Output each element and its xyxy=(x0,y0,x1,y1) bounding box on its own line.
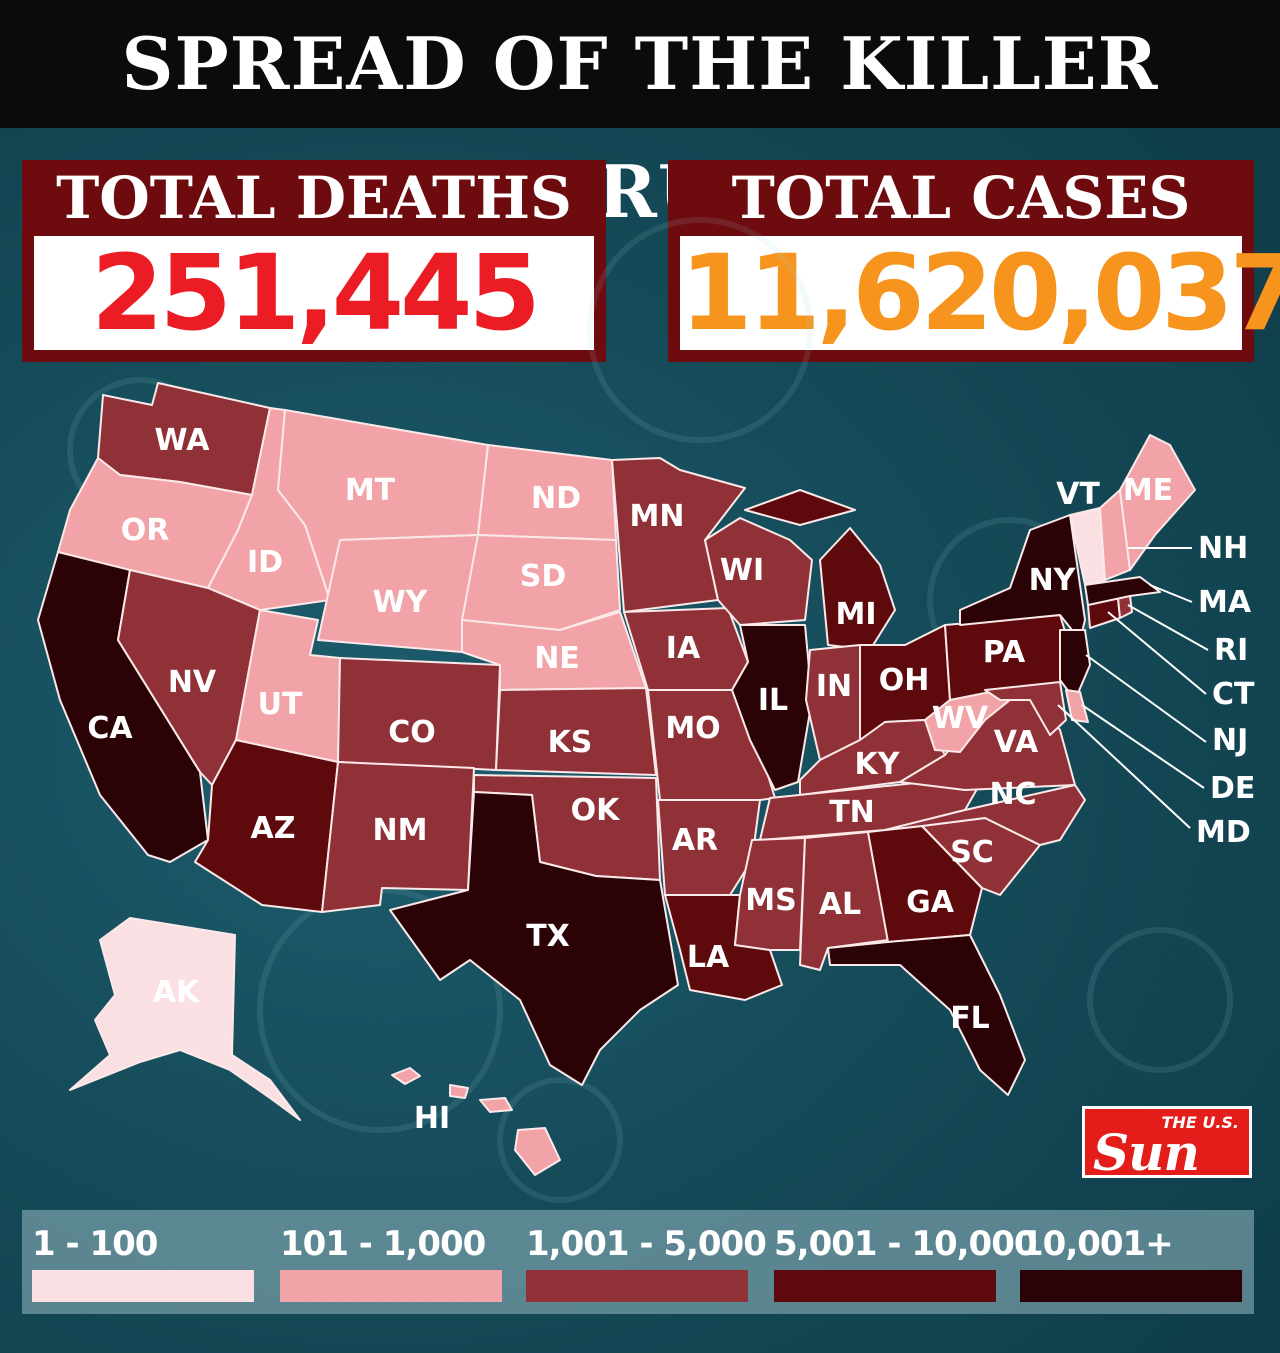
state-co xyxy=(337,657,501,771)
state-nj xyxy=(1059,629,1091,701)
label-or: OR xyxy=(121,513,170,548)
state-mi xyxy=(744,489,896,651)
label-ms: MS xyxy=(745,883,796,918)
legend-swatch-2 xyxy=(280,1270,502,1302)
label-oh: OH xyxy=(879,663,930,698)
state-tx xyxy=(389,791,679,1086)
label-ma: MA xyxy=(1198,585,1252,620)
callout-lines xyxy=(1057,547,1209,829)
total-cases-value: 11,620,037 xyxy=(680,232,1280,354)
label-md: MD xyxy=(1196,815,1251,850)
state-ny xyxy=(959,514,1086,641)
label-ok: OK xyxy=(571,793,622,828)
legend-label-5: 10,001+ xyxy=(1020,1224,1174,1264)
legend-label-3: 1,001 - 5,000 xyxy=(526,1224,767,1264)
label-ak: AK xyxy=(153,975,201,1010)
label-vt: VT xyxy=(1056,477,1100,512)
state-ar xyxy=(657,799,761,896)
label-ca: CA xyxy=(87,711,133,746)
label-ar: AR xyxy=(672,823,718,858)
label-ut: UT xyxy=(258,687,303,722)
legend-label-1: 1 - 100 xyxy=(32,1224,158,1264)
legend-swatch-4 xyxy=(774,1270,996,1302)
legend-item-4: 5,001 - 10,000 xyxy=(764,1210,1038,1314)
legend-item-2: 101 - 1,000 xyxy=(270,1210,502,1314)
label-nj: NJ xyxy=(1212,723,1248,758)
state-labels: WA OR CA ID NV UT AZ MT WY CO NM ND SD N… xyxy=(87,423,1255,1136)
state-ma xyxy=(1084,576,1161,606)
total-cases-label: TOTAL CASES xyxy=(731,164,1191,232)
label-wi: WI xyxy=(720,553,764,588)
label-ny: NY xyxy=(1029,563,1077,598)
label-az: AZ xyxy=(251,811,296,846)
label-nh: NH xyxy=(1198,531,1248,566)
label-nv: NV xyxy=(168,665,217,700)
state-ak xyxy=(69,917,301,1121)
label-in: IN xyxy=(816,669,852,704)
label-sd: SD xyxy=(520,559,567,594)
label-nm: NM xyxy=(373,813,428,848)
the-us-sun-logo: THE U.S. Sun xyxy=(1082,1106,1252,1182)
label-ga: GA xyxy=(906,885,955,920)
label-hi: HI xyxy=(414,1101,450,1136)
total-cases-panel: TOTAL CASES 11,620,037 xyxy=(668,160,1280,362)
label-mn: MN xyxy=(630,499,685,534)
legend-label-2: 101 - 1,000 xyxy=(280,1224,486,1264)
label-ri: RI xyxy=(1214,633,1248,668)
label-wa: WA xyxy=(155,423,211,458)
legend: 1 - 100 101 - 1,000 1,001 - 5,000 5,001 … xyxy=(22,1210,1254,1314)
label-pa: PA xyxy=(983,635,1026,670)
legend-label-4: 5,001 - 10,000 xyxy=(774,1224,1038,1264)
label-ct: CT xyxy=(1212,677,1255,712)
label-wy: WY xyxy=(373,585,429,620)
label-nc: NC xyxy=(989,777,1036,812)
label-id: ID xyxy=(247,545,283,580)
label-va: VA xyxy=(994,725,1039,760)
label-sc: SC xyxy=(950,835,994,870)
state-me xyxy=(1119,434,1196,571)
label-il: IL xyxy=(758,683,788,718)
label-tx: TX xyxy=(526,919,570,954)
state-il xyxy=(731,624,813,791)
label-ia: IA xyxy=(666,631,701,666)
label-de: DE xyxy=(1210,771,1255,806)
label-mt: MT xyxy=(345,473,396,508)
legend-swatch-5 xyxy=(1020,1270,1242,1302)
state-wi xyxy=(704,517,813,626)
label-ne: NE xyxy=(534,641,580,676)
label-ky: KY xyxy=(855,747,901,782)
label-ks: KS xyxy=(548,725,593,760)
state-ks xyxy=(495,687,657,776)
logo-big-text: Sun xyxy=(1093,1123,1200,1182)
state-nc xyxy=(884,784,1086,846)
label-mo: MO xyxy=(665,711,720,746)
label-fl: FL xyxy=(950,1001,990,1036)
state-md xyxy=(984,681,1067,736)
headline: SPREAD OF THE KILLER VIRUS xyxy=(0,0,1280,234)
state-fl xyxy=(827,934,1026,1096)
label-tn: TN xyxy=(829,795,875,830)
legend-swatch-3 xyxy=(526,1270,748,1302)
label-mi: MI xyxy=(835,597,876,632)
legend-item-3: 1,001 - 5,000 xyxy=(516,1210,767,1314)
legend-item-5: 10,001+ xyxy=(1010,1210,1242,1314)
label-la: LA xyxy=(687,940,730,975)
label-wv: WV xyxy=(932,701,989,736)
total-deaths-label: TOTAL DEATHS xyxy=(56,164,572,232)
state-nm xyxy=(321,761,475,913)
label-al: AL xyxy=(819,887,861,922)
label-co: CO xyxy=(388,715,436,750)
logo-small-text: THE U.S. xyxy=(1161,1113,1239,1132)
total-deaths-panel: TOTAL DEATHS 251,445 xyxy=(22,160,606,362)
state-hi xyxy=(391,1067,561,1176)
label-me: ME xyxy=(1123,473,1173,508)
label-nd: ND xyxy=(531,481,581,516)
legend-item-1: 1 - 100 xyxy=(22,1210,254,1314)
state-de xyxy=(1065,689,1089,723)
total-deaths-value: 251,445 xyxy=(34,236,594,350)
legend-swatch-1 xyxy=(32,1270,254,1302)
